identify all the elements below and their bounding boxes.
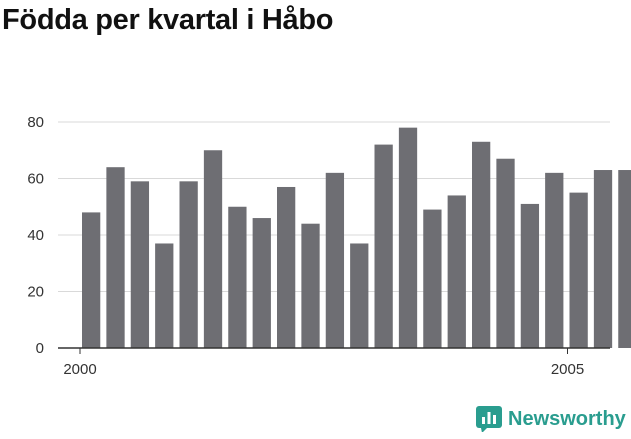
bar xyxy=(447,195,466,348)
bar xyxy=(545,172,564,348)
bar xyxy=(228,206,247,348)
bar xyxy=(350,243,369,348)
y-tick-label: 60 xyxy=(27,171,44,188)
bar xyxy=(252,218,271,348)
bar xyxy=(82,212,101,348)
bar xyxy=(155,243,174,348)
chart-title: Födda per kvartal i Håbo xyxy=(2,4,334,36)
bar xyxy=(618,170,631,348)
bar xyxy=(569,192,588,348)
bar xyxy=(301,223,320,348)
bar xyxy=(496,158,515,348)
bar xyxy=(593,170,613,348)
y-tick-label: 20 xyxy=(27,284,44,301)
y-tick-label: 40 xyxy=(27,227,44,244)
bar xyxy=(472,141,491,348)
gridlines: 0 20 40 60 80 xyxy=(27,114,610,357)
bar xyxy=(398,127,418,349)
axes: 200020052010201520202025 xyxy=(58,347,610,378)
bar xyxy=(130,181,150,348)
bar xyxy=(520,203,540,348)
brand-name: Newsworthy xyxy=(508,407,626,430)
bar xyxy=(106,167,125,348)
x-tick-label: 2005 xyxy=(551,361,584,378)
bar xyxy=(325,172,345,348)
y-tick-label: 80 xyxy=(27,114,44,131)
bar xyxy=(374,144,393,348)
bar xyxy=(203,150,223,348)
bars xyxy=(82,127,631,349)
y-tick-label: 0 xyxy=(36,340,44,357)
newsworthy-logo[interactable]: Newsworthy xyxy=(476,406,626,432)
x-tick-label: 2000 xyxy=(63,361,96,378)
bar xyxy=(423,209,442,348)
bar-chart-logo-icon xyxy=(476,406,502,432)
bar xyxy=(179,181,198,348)
bar xyxy=(277,186,296,348)
